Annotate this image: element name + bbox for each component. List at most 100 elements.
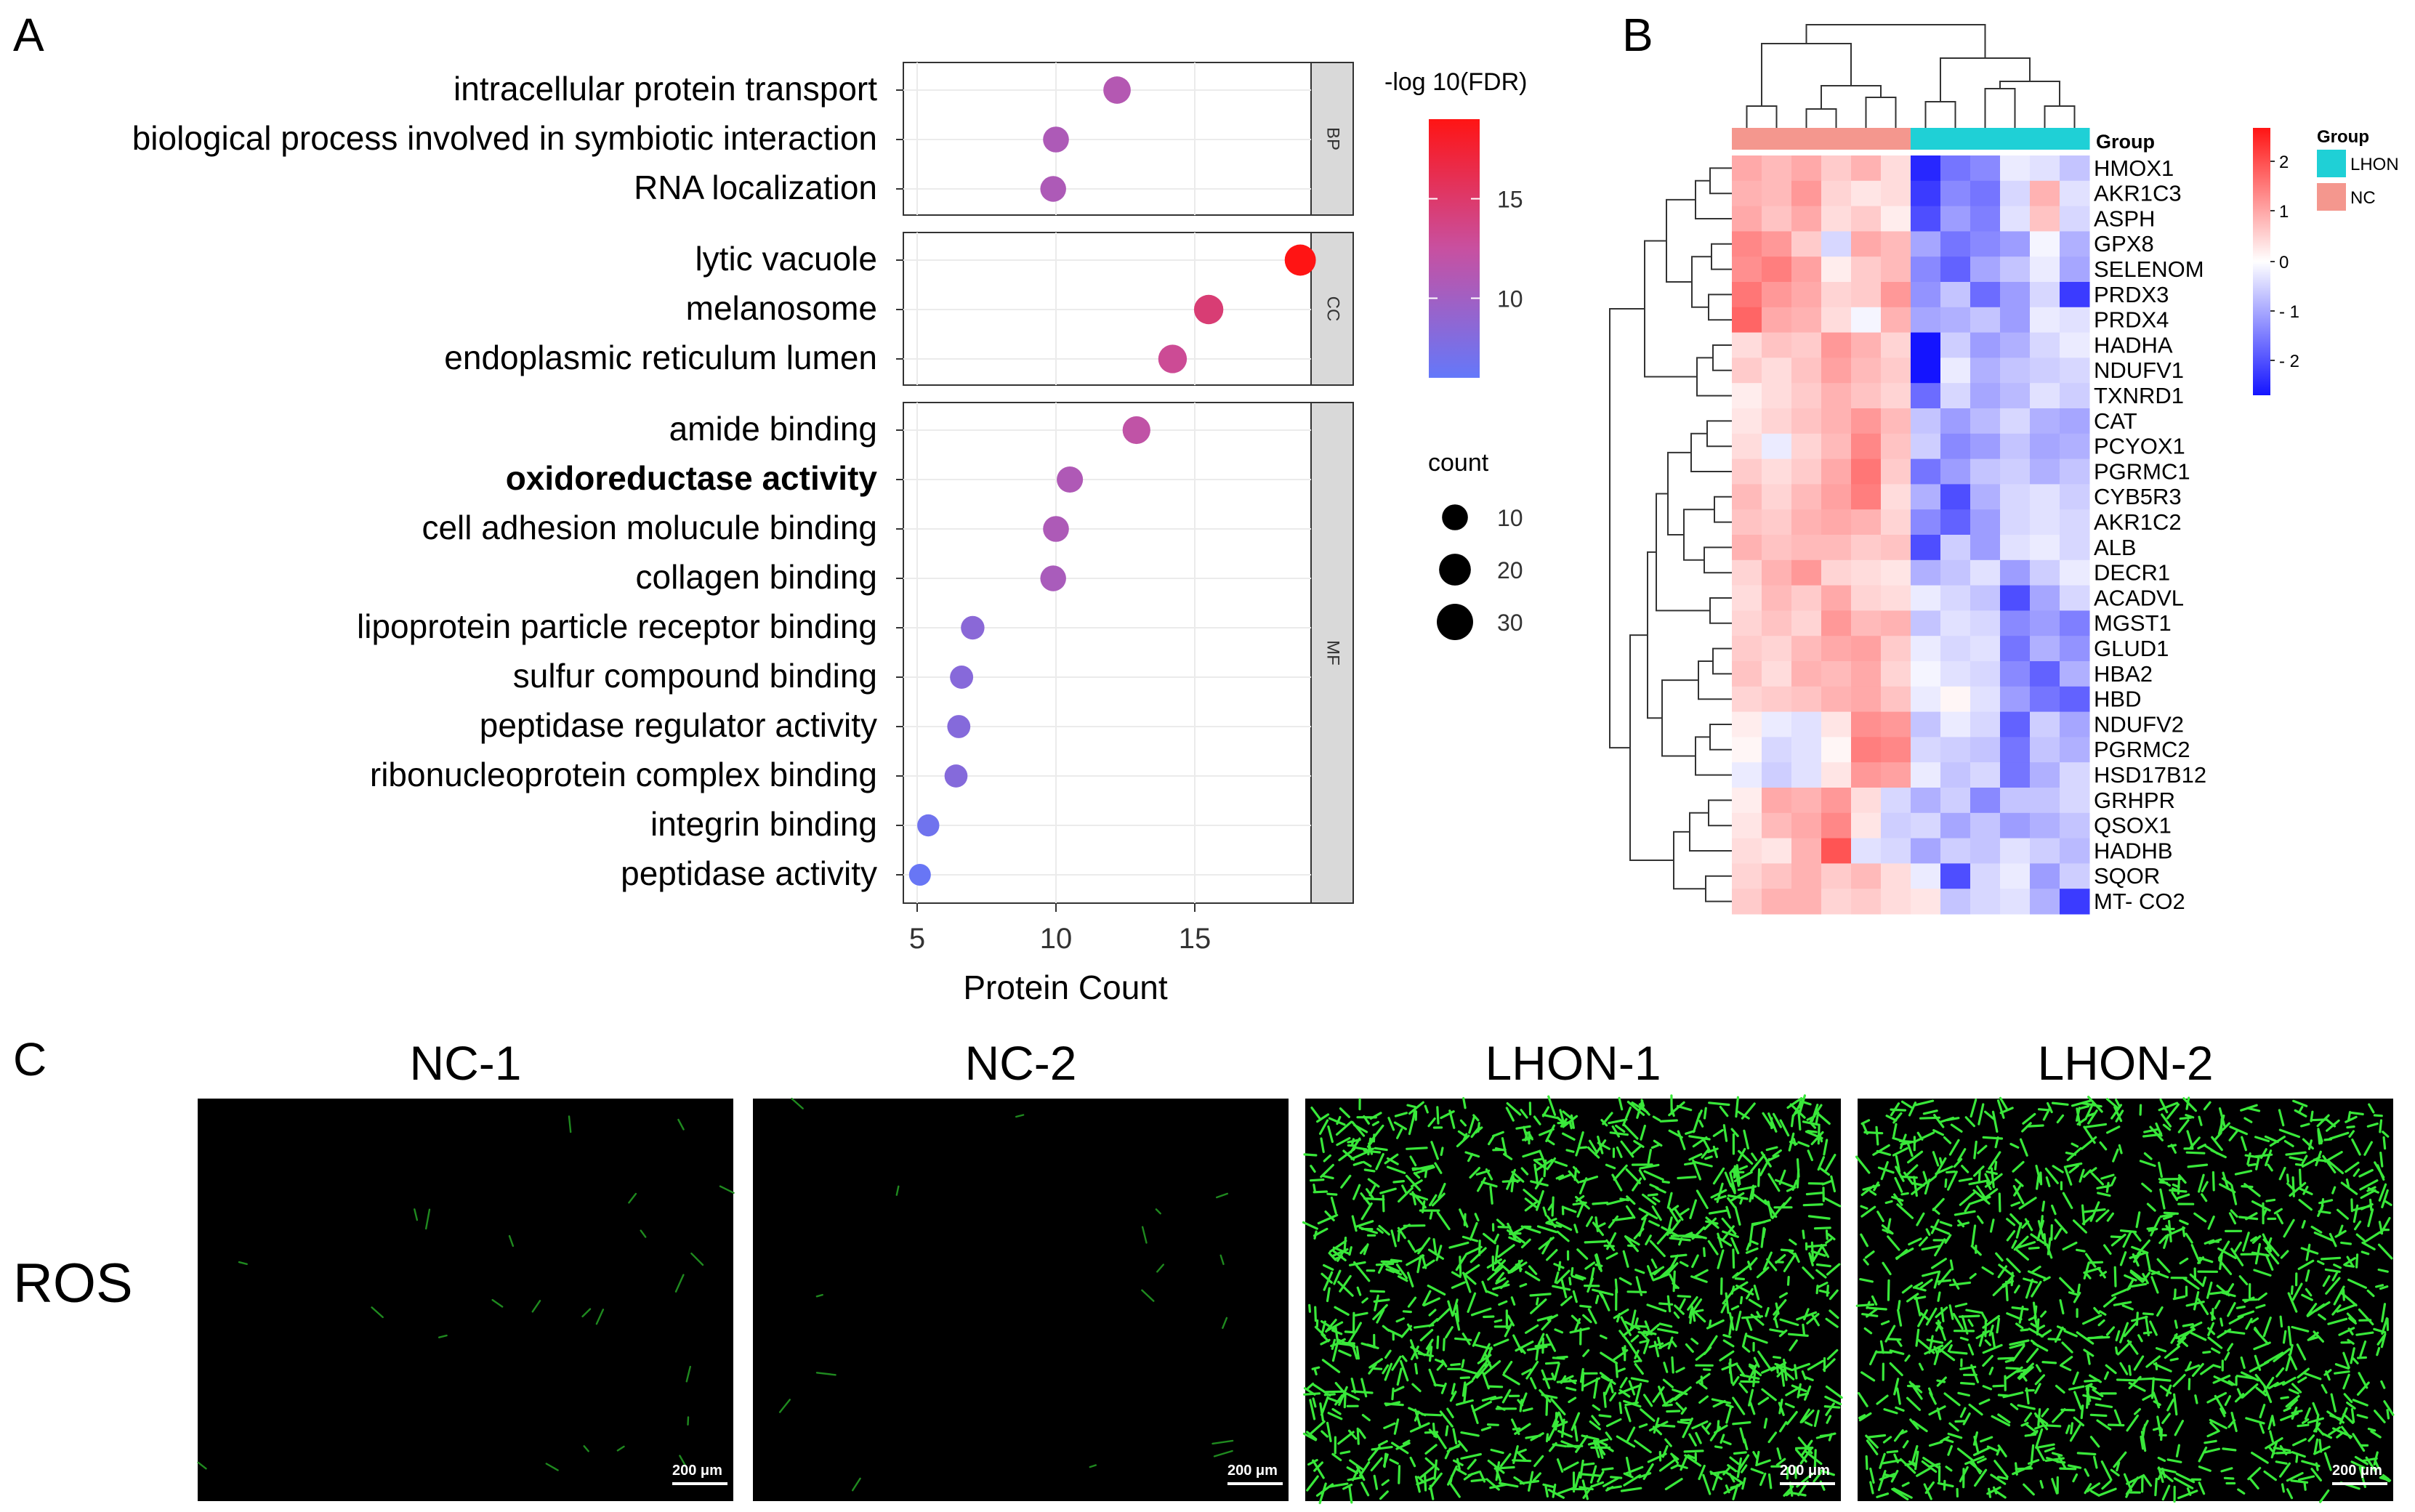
heatmap-cell [1732, 535, 1762, 561]
heatmap-cell [1821, 408, 1852, 434]
heatmap-cell [1732, 231, 1762, 257]
heatmap-cell [1940, 812, 1971, 839]
go-facets: BP CC MF [896, 62, 1354, 904]
size-legend-dot [1437, 604, 1473, 640]
heatmap-cell [2000, 155, 2031, 182]
heatmap-cell [2000, 737, 2031, 763]
heatmap-cell [1911, 408, 1941, 434]
heatmap-cell [1821, 737, 1852, 763]
heatmap-colorbar-label: 2 [2279, 153, 2289, 172]
heatmap-cell [1821, 838, 1852, 864]
heatmap-cell [2060, 357, 2090, 384]
dendrogram-branch [1705, 875, 1732, 902]
heatmap-cell [1762, 231, 1792, 257]
group-annotation-cell [1911, 128, 1941, 150]
heatmap-cell [1911, 711, 1941, 737]
heatmap-cell [1970, 155, 2001, 182]
group-annotation-bar [1732, 128, 2090, 150]
heatmap-cell [1732, 206, 1762, 232]
heatmap-cell [1970, 585, 2001, 611]
heatmap-cell [1732, 433, 1762, 460]
go-dot [961, 615, 985, 640]
heatmap-cell [1970, 535, 2001, 561]
heatmap-cell [1791, 610, 1822, 636]
heatmap-cell [2030, 307, 2060, 333]
heatmap-cell [2000, 610, 2031, 636]
scale-bar-label: 200 μm [2332, 1463, 2382, 1479]
heatmap-cell [1940, 509, 1971, 535]
group-annotation-cell [1940, 128, 1971, 150]
heatmap-cell [2060, 559, 2090, 586]
x-tick-label: 10 [1040, 923, 1073, 955]
heatmap-cell [1732, 256, 1762, 283]
heatmap-cell [1881, 863, 1911, 889]
gene-label: PRDX4 [2094, 307, 2169, 333]
heatmap-cell [2000, 206, 2031, 232]
heatmap-cell [1851, 307, 1882, 333]
heatmap-cell [2060, 636, 2090, 662]
go-x-axis: 5 10 15 [909, 903, 1211, 955]
heatmap-cell [1970, 762, 2001, 788]
heatmap-cell [1762, 636, 1792, 662]
gene-label: SQOR [2094, 863, 2160, 889]
heatmap-cell [2030, 180, 2060, 207]
heatmap-cell [1970, 838, 2001, 864]
heatmap-cell [2060, 180, 2090, 207]
ros-image-title: NC-1 [409, 1036, 521, 1090]
heatmap-cell [1791, 535, 1822, 561]
heatmap-cell [1732, 585, 1762, 611]
heatmap-cell [1791, 559, 1822, 586]
heatmap-cell [2000, 231, 2031, 257]
heatmap-cell [1791, 458, 1822, 485]
heatmap-cell [1911, 332, 1941, 358]
heatmap-cell [1881, 408, 1911, 434]
ros-image-title: LHON-1 [1485, 1036, 1661, 1090]
gene-label: TXNRD1 [2094, 383, 2184, 408]
heatmap-cell [1911, 458, 1941, 485]
ros-image [753, 1099, 1289, 1501]
ros-cell-signal [197, 1115, 735, 1471]
heatmap-cell [1881, 661, 1911, 687]
heatmap-cell [1940, 788, 1971, 814]
heatmap-cell [1940, 458, 1971, 485]
heatmap-cells [1732, 155, 2090, 915]
size-legend-label: 10 [1497, 505, 1523, 531]
colorbar-bar [1429, 119, 1480, 378]
go-term-label: melanosome [686, 289, 877, 327]
heatmap-cell [2000, 559, 2031, 586]
go-dot [947, 715, 971, 738]
heatmap-cell [1762, 838, 1792, 864]
heatmap-cell [1762, 433, 1792, 460]
heatmap-cell [1762, 686, 1792, 713]
heatmap-cell [1911, 535, 1941, 561]
dendrogram-branch [2044, 105, 2076, 128]
heatmap-cell [1851, 458, 1882, 485]
heatmap-cell [2060, 206, 2090, 232]
colorbar-tick-label: 15 [1497, 187, 1523, 213]
heatmap-cell [2030, 206, 2060, 232]
go-dot [950, 666, 974, 689]
heatmap-cell [2060, 155, 2090, 182]
heatmap-cell [2060, 661, 2090, 687]
heatmap-cell [1970, 661, 2001, 687]
heatmap-cell [1762, 408, 1792, 434]
heatmap-cell [2030, 357, 2060, 384]
heatmap-cell [1851, 282, 1882, 308]
heatmap-cell [1851, 889, 1882, 915]
dendrogram-branch [1999, 81, 2060, 106]
heatmap-cell [1970, 383, 2001, 409]
heatmap-cell [1791, 383, 1822, 409]
heatmap-cell [2000, 282, 2031, 308]
heatmap-cell [1911, 889, 1941, 915]
heatmap-cell [1970, 788, 2001, 814]
heatmap-cell [1881, 357, 1911, 384]
gene-label: ASPH [2094, 206, 2155, 231]
heatmap-cell [2030, 535, 2060, 561]
heatmap-cell [1851, 585, 1882, 611]
go-dot [1103, 76, 1131, 104]
heatmap-cell [1881, 737, 1911, 763]
heatmap-cell [2030, 433, 2060, 460]
heatmap-cell [1762, 282, 1792, 308]
group-annotation-cell [2060, 128, 2090, 150]
heatmap-cell [1791, 180, 1822, 207]
